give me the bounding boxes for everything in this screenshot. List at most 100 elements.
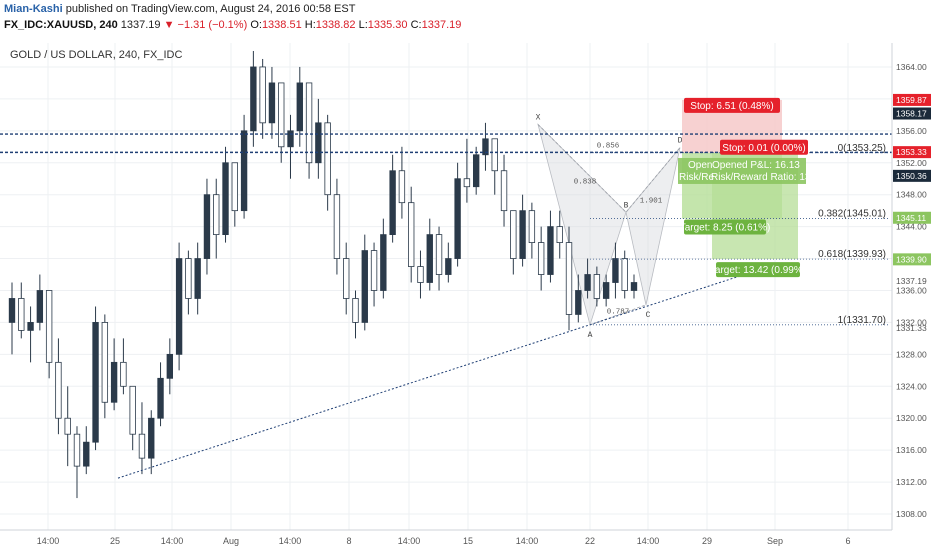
candle-body xyxy=(380,234,387,291)
candle-body xyxy=(556,226,563,243)
time-tick-label: 25 xyxy=(110,536,120,546)
candle-body xyxy=(305,82,313,164)
fib-level-label: 0.618(1339.93) xyxy=(818,249,886,260)
candle-body xyxy=(537,242,545,275)
candle-body xyxy=(185,258,192,299)
candle-body xyxy=(250,66,257,132)
candle-body xyxy=(157,377,164,419)
position-rr-label-1: Risk/Re xyxy=(679,172,714,183)
candle-body xyxy=(426,234,433,283)
candle-body xyxy=(361,250,368,323)
pattern-ratio-label: 1.901 xyxy=(640,198,663,206)
price-tick-label: 1348.00 xyxy=(896,190,927,200)
pattern-xbd-line xyxy=(537,124,681,213)
pattern-point-label: A xyxy=(588,331,593,340)
close-value: 1337.19 xyxy=(421,19,462,31)
candle-body xyxy=(630,282,638,291)
candle-body xyxy=(454,178,461,259)
candle-body xyxy=(500,170,508,212)
price-tick-label: 1344.00 xyxy=(896,222,927,232)
pattern-point-label: B xyxy=(624,201,629,210)
pattern-ratio-label: 0.787 xyxy=(607,309,630,317)
candle-body xyxy=(491,138,498,172)
time-tick-label: Sep xyxy=(767,536,783,546)
pattern-point-label: D xyxy=(678,137,683,146)
publish-line: Mian-Kashi published on TradingView.com,… xyxy=(4,3,355,15)
candle-body xyxy=(435,234,443,275)
candle-body xyxy=(129,385,136,435)
price-tick-label: 1331.33 xyxy=(896,323,927,333)
price-tick-label: 1312.00 xyxy=(896,477,927,487)
price-tick-label: 1316.00 xyxy=(896,445,927,455)
position-pnl-label-2: Opened P&L: 16.13 xyxy=(712,160,800,171)
chart-header: Mian-Kashi published on TradingView.com,… xyxy=(0,0,932,34)
price-tick-label: 1336.00 xyxy=(896,285,927,295)
drawings: X A B C D 0.856 0.838 1.901 0.787 0(1353.25) 0.382… xyxy=(0,97,892,479)
candle-body xyxy=(296,82,303,132)
candle-body xyxy=(389,170,396,236)
candle-body xyxy=(175,258,183,355)
candle-body xyxy=(73,433,81,467)
candle-body xyxy=(612,258,619,283)
price-chart[interactable]: X A B C D 0.856 0.838 1.901 0.787 0(1353.25) 0.382… xyxy=(0,34,932,550)
candle-body xyxy=(8,298,16,323)
stop-label-1: Stop: 6.51 (0.48%) xyxy=(690,101,773,112)
candle-body xyxy=(92,322,99,443)
pattern-point-label: X xyxy=(536,113,541,122)
candle-body xyxy=(120,361,127,387)
price-tag-bg xyxy=(893,107,931,120)
price-tick-label: 1356.00 xyxy=(896,126,927,136)
high-value: 1338.82 xyxy=(315,19,356,31)
price-tick-label: 1364.00 xyxy=(896,62,927,72)
candle-body xyxy=(565,242,573,315)
price-tag-label: 1345.11 xyxy=(896,213,926,223)
pattern-point-label: C xyxy=(646,311,651,320)
candle-body xyxy=(528,210,536,243)
candle-body xyxy=(408,202,415,267)
time-tick-label: 8 xyxy=(346,536,351,546)
price-tag-bg xyxy=(893,146,931,159)
candle-body xyxy=(602,282,610,299)
symbol-label: FX_IDC:XAUUSD, 240 xyxy=(4,19,118,31)
candle-body xyxy=(203,194,211,259)
time-tick-label: 14:00 xyxy=(516,536,539,546)
chart-background xyxy=(0,34,932,550)
position-rr-label-2: Risk/Reward Ratio: 1342 xyxy=(711,172,822,183)
candle-body xyxy=(472,154,480,188)
price-tick-label: 1328.00 xyxy=(896,349,927,359)
stop-label-1-bg xyxy=(684,97,780,113)
candle-body xyxy=(370,250,378,291)
candle-body xyxy=(445,258,452,275)
time-tick-label: 22 xyxy=(585,536,595,546)
time-tick-label: 14:00 xyxy=(637,536,660,546)
time-tick-label: 15 xyxy=(463,536,473,546)
ohlc-line: FX_IDC:XAUUSD, 240 1337.19 ▼ −1.31 (−0.1… xyxy=(4,19,461,31)
candle-body xyxy=(110,361,118,403)
candle-body xyxy=(398,170,406,204)
price-tag-label: 1339.90 xyxy=(896,254,927,264)
author-link[interactable]: Mian-Kashi xyxy=(4,3,63,15)
candle-body xyxy=(268,82,276,124)
close-label: C: xyxy=(410,19,422,31)
candle-body xyxy=(352,298,359,323)
price-tag-label: 1359.87 xyxy=(896,95,927,105)
price-tag-bg xyxy=(893,211,931,224)
price-tag-label: 1358.17 xyxy=(896,108,927,118)
price-tick-label: 1324.00 xyxy=(896,381,927,391)
candle-body xyxy=(148,417,155,459)
high-label: H: xyxy=(304,19,316,31)
candle-body xyxy=(547,226,554,275)
price-tick-label: 1337.19 xyxy=(896,276,927,286)
fib-level-label: 0(1353.25) xyxy=(838,143,886,154)
candle-body xyxy=(621,258,628,291)
candle-body xyxy=(575,290,582,315)
target-label-1: Target: 8.25 (0.61%) xyxy=(680,223,771,234)
time-tick-label: 29 xyxy=(702,536,712,546)
time-tick-label: 14:00 xyxy=(398,536,421,546)
stop-label-2: Stop: 0.01 (0.00%) xyxy=(722,143,805,154)
published-text: published on TradingView.com, August 24,… xyxy=(65,3,356,15)
price-tick-label: 1332.00 xyxy=(896,317,927,327)
candles xyxy=(8,50,638,499)
candle-body xyxy=(278,82,285,148)
candle-body xyxy=(463,178,471,188)
